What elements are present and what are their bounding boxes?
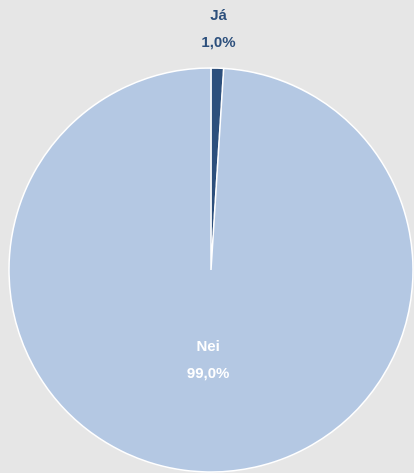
slice-value-label: 1,0% — [201, 34, 235, 51]
slice-label: Nei — [196, 338, 219, 355]
slice-label: Já — [210, 7, 227, 24]
slice-value-label: 99,0% — [187, 365, 230, 382]
pie-slice — [8, 67, 414, 473]
